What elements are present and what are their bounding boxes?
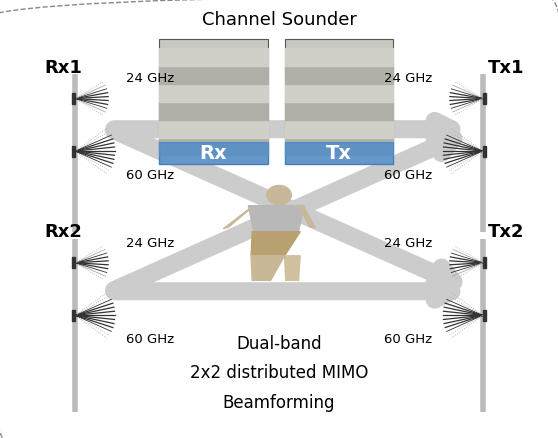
Text: 24 GHz: 24 GHz — [384, 237, 432, 250]
Text: Beamforming: Beamforming — [223, 393, 335, 412]
Text: 24 GHz: 24 GHz — [126, 237, 174, 250]
Text: 2x2 distributed MIMO: 2x2 distributed MIMO — [190, 364, 368, 382]
Bar — [483, 93, 486, 104]
Bar — [483, 310, 486, 321]
Polygon shape — [248, 206, 304, 232]
Bar — [285, 138, 393, 155]
Polygon shape — [299, 206, 315, 228]
Bar — [285, 66, 393, 84]
Bar — [159, 102, 268, 120]
Bar — [159, 66, 268, 84]
Text: Dual-band: Dual-band — [236, 335, 322, 353]
Bar — [159, 120, 268, 138]
Polygon shape — [251, 232, 300, 256]
Text: Tx2: Tx2 — [488, 223, 525, 241]
Text: 60 GHz: 60 GHz — [126, 169, 174, 182]
Text: Tx: Tx — [326, 144, 352, 163]
Bar — [483, 145, 486, 157]
Bar — [285, 84, 393, 102]
Bar — [159, 48, 268, 66]
Text: 24 GHz: 24 GHz — [126, 72, 174, 85]
Text: 60 GHz: 60 GHz — [384, 333, 432, 346]
Text: 60 GHz: 60 GHz — [384, 169, 432, 182]
Bar — [285, 102, 393, 120]
Bar — [159, 84, 268, 102]
Text: Rx: Rx — [200, 144, 227, 163]
Text: 60 GHz: 60 GHz — [126, 333, 174, 346]
Polygon shape — [223, 206, 254, 229]
Bar — [159, 138, 268, 155]
Circle shape — [267, 185, 291, 205]
Text: Channel Sounder: Channel Sounder — [201, 11, 357, 29]
FancyBboxPatch shape — [159, 39, 268, 164]
Text: 24 GHz: 24 GHz — [384, 72, 432, 85]
Polygon shape — [251, 256, 285, 280]
Bar — [72, 310, 75, 321]
FancyBboxPatch shape — [285, 39, 393, 164]
Bar — [159, 142, 268, 164]
Bar — [285, 142, 393, 164]
Bar — [285, 48, 393, 66]
Bar — [285, 120, 393, 138]
Bar — [483, 258, 486, 268]
Bar — [72, 145, 75, 157]
Bar — [72, 258, 75, 268]
Bar — [72, 93, 75, 104]
Text: Rx1: Rx1 — [45, 59, 83, 77]
Text: Rx2: Rx2 — [45, 223, 83, 241]
Polygon shape — [285, 256, 300, 280]
Text: Tx1: Tx1 — [488, 59, 525, 77]
